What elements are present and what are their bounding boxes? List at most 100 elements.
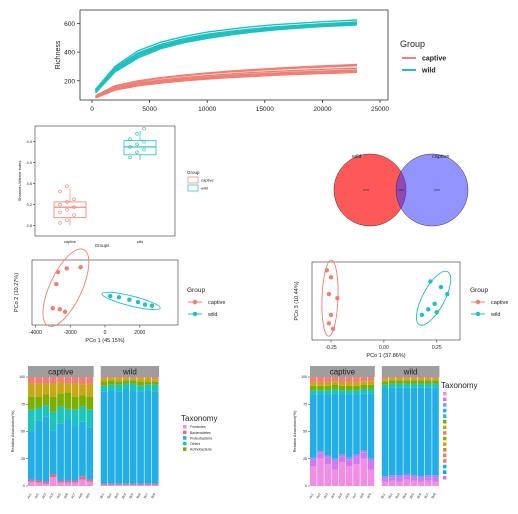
bars2-bar-segment — [381, 476, 389, 479]
shannon-y-tick-label: 4.4 — [26, 139, 32, 144]
bars1-legend-label: Actinobacteria — [190, 448, 212, 452]
bars2-bar-segment — [425, 480, 432, 486]
bars1-legend-key — [183, 425, 187, 429]
rarefaction-x-tick-label: 20000 — [313, 106, 331, 113]
bars1-bar-segment — [71, 482, 79, 486]
bars2-legend-key — [443, 464, 447, 469]
bars1-bar-segment — [28, 377, 35, 384]
shannon-y-tick-label: 3.2 — [26, 202, 32, 207]
bars2-bar-segment — [331, 460, 339, 470]
shannon-point-captive — [58, 221, 62, 225]
bars1-bar-segment — [71, 409, 79, 427]
bars2-bar-segment — [353, 390, 360, 395]
bars1-bar-segment — [144, 483, 152, 485]
bars2-bar-segment — [360, 393, 367, 451]
bars2-bar-segment — [353, 464, 360, 486]
bars1-bar-segment — [35, 396, 42, 408]
pcoa2-point-wild — [434, 309, 439, 315]
bars1-bar-segment — [137, 483, 144, 485]
bars2-bar-segment — [396, 477, 403, 482]
bars2-bar-segment — [324, 385, 331, 391]
bars2-bar-segment — [317, 451, 324, 454]
bars1-bar-segment — [137, 385, 144, 392]
bars1-bar-segment — [100, 391, 108, 484]
bars1-x-tick-label: Bc5 — [128, 492, 134, 499]
bars1-bar-segment — [57, 382, 64, 394]
bars2-bar-segment — [346, 390, 353, 395]
bars1-bar-segment — [79, 395, 86, 407]
bars1-legend-key — [183, 436, 187, 440]
rarefaction-curve-wild — [94, 24, 358, 94]
shannon-box-wild — [123, 140, 157, 156]
bars1-bar-segment — [137, 377, 144, 379]
venn-circle-captive — [395, 153, 469, 227]
pcoa1-point-captive — [54, 281, 59, 287]
bars1-bar-segment — [86, 481, 94, 486]
pcoa2-point-wild — [419, 312, 425, 318]
bars1-x-tick-label: Ac1 — [26, 492, 32, 499]
pcoa1-point-captive — [50, 305, 56, 311]
bars1-x-tick-label: Ac8 — [77, 492, 83, 499]
rarefaction-x-tick-label: 25000 — [371, 106, 389, 113]
bars2-bar-segment — [360, 377, 367, 382]
bars1-bar-segment — [35, 420, 42, 481]
bars1-bar-segment — [64, 383, 72, 393]
bars2-x-tick-label: Ac6 — [344, 492, 350, 499]
bars2-legend-key — [443, 476, 447, 480]
rarefaction-curve-captive — [95, 70, 358, 99]
bars1-bar-segment — [64, 480, 72, 483]
bars2-bar-segment — [324, 390, 331, 395]
shannon-point-wild — [135, 150, 139, 154]
bars1-bar-segment — [137, 381, 144, 386]
rarefaction-curve-wild — [94, 19, 358, 90]
pcoa1-x-axis-label: PCo 1 (45.15%) — [85, 338, 124, 344]
bars2-bar-segment — [410, 383, 418, 388]
bars2-bar-segment — [389, 480, 396, 486]
bars1-legend-key — [183, 430, 187, 435]
bars1-bar-segment — [144, 384, 152, 391]
bars2-bar-segment — [331, 381, 339, 385]
bars1-bar-segment — [115, 381, 122, 385]
bars2-bar-segment — [417, 481, 425, 486]
bars1-bar-segment — [49, 411, 57, 431]
bars2-bar-segment — [396, 387, 403, 476]
bars1-bar-segment — [71, 480, 79, 483]
bars1-bar-segment — [42, 416, 50, 482]
bars2-legend-key — [443, 442, 447, 446]
bars1-x-tick-label: Ac2 — [34, 492, 40, 499]
pcoa2-point-captive — [326, 321, 332, 326]
bars2-bar-segment — [346, 385, 353, 391]
bars2-bar-segment — [353, 454, 360, 457]
bars1-bar-segment — [49, 377, 57, 384]
bars1-bar-segment — [122, 377, 130, 379]
bars1-bar-segment — [35, 383, 42, 397]
pcoa1-point-wild — [116, 295, 122, 300]
bars1-bar-segment — [144, 381, 152, 385]
bars2-panel-label-captive: captive — [330, 368, 356, 377]
bars2-x-tick-label: Bc5 — [409, 492, 415, 499]
bars2-bar-segment — [410, 477, 418, 481]
bars1-bar-segment — [64, 392, 72, 409]
bars2-bar-segment — [310, 394, 317, 458]
bars2-bar-segment — [403, 387, 410, 475]
bars2-bar-segment — [396, 383, 403, 388]
shannon-box-captive — [53, 201, 87, 219]
shannon-point-captive — [65, 200, 69, 204]
bars1-bar-segment — [79, 384, 86, 396]
rarefaction-y-axis-label: Richness — [55, 40, 62, 69]
venn-circle-wild — [333, 153, 407, 227]
bars2-bar-segment — [310, 466, 317, 486]
bars2-bar-segment — [367, 460, 375, 470]
bars2-bar-segment — [367, 393, 375, 459]
shannon-point-captive — [65, 218, 69, 222]
bars2-bar-segment — [317, 394, 324, 452]
bars2-bar-segment — [367, 388, 375, 394]
bars2-bar-segment — [360, 452, 367, 459]
bars2-bar-segment — [403, 476, 410, 480]
bars1-bar-segment — [28, 383, 35, 397]
bars2-bar-segment — [353, 394, 360, 455]
bars1-bar-segment — [28, 396, 35, 410]
bars2-y-tick-label: 75 — [303, 402, 307, 406]
bars2-bar-segment — [417, 377, 425, 379]
shannon-y-tick-label: 3.6 — [26, 181, 32, 186]
